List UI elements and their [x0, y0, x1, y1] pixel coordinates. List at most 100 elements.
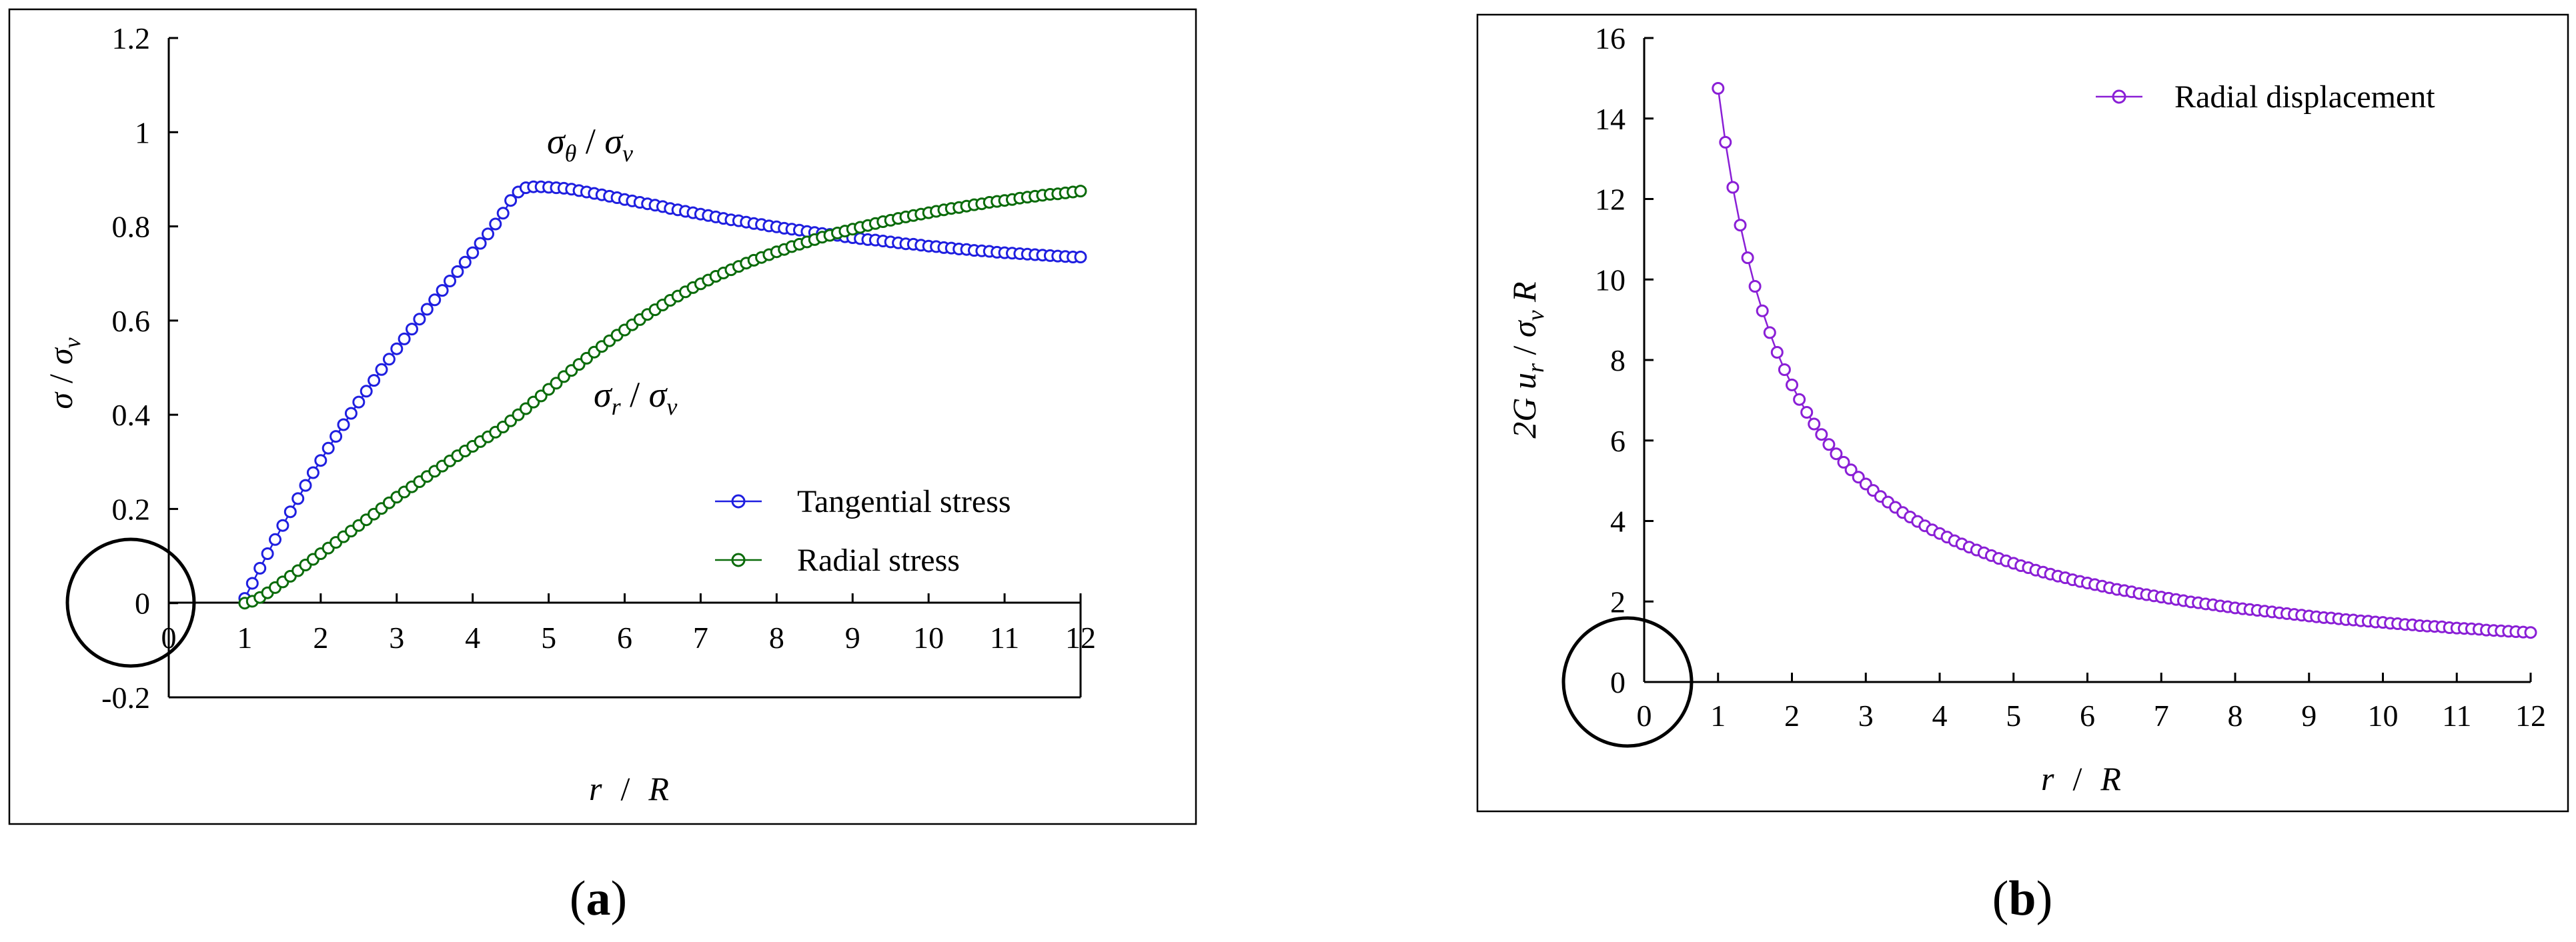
panel-label-a: (a)	[570, 871, 627, 926]
data-point-tangential-stress	[1074, 251, 1087, 263]
annot-r-sub2: v	[666, 393, 677, 420]
data-point-radial-displacement	[1748, 280, 1762, 293]
chart-a-x-tick-label: 9	[845, 621, 860, 655]
panel-a-open: (	[570, 871, 586, 926]
chart-b-x-tick-label: 11	[2442, 699, 2471, 733]
chart-a-x-ticks: 0 1 2 3 4 5 6 7 8 9 10 11 12	[161, 593, 1096, 655]
data-point-radial-displacement	[1830, 447, 1843, 461]
legend-marker-displacement	[2112, 89, 2126, 104]
data-point-radial-displacement	[1837, 455, 1850, 469]
panel-a-letter: a	[586, 871, 611, 926]
b-y-title-prefix: 2G u	[1505, 373, 1543, 439]
data-point-tangential-stress	[330, 430, 343, 443]
data-point-radial-displacement	[1822, 438, 1836, 451]
chart-a-y-tick-label: 0.6	[112, 304, 151, 338]
data-point-tangential-stress	[314, 454, 328, 467]
chart-b-plot-area	[1712, 82, 2537, 639]
legend-marker-tangential	[731, 494, 746, 509]
chart-b-x-tick-label: 9	[2301, 699, 2317, 733]
chart-b-y-tick-label: 8	[1610, 343, 1626, 377]
annot-theta-sigma: σ	[547, 121, 566, 161]
data-point-radial-displacement	[1793, 393, 1806, 406]
chart-b-y-ticks: 0 2 4 6 8 10 12 14 16	[1595, 21, 1654, 699]
chart-a-x-axis-title: r / R	[589, 770, 669, 807]
data-point-radial-displacement	[1763, 326, 1776, 339]
annotation-radial: σr / σv	[594, 375, 677, 420]
chart-a-x-tick-label: 5	[541, 621, 556, 655]
legend-marker-radial	[731, 553, 746, 567]
annot-theta-sub2: v	[622, 140, 633, 167]
annot-theta-sigma2: σ	[604, 121, 624, 161]
chart-a-y-tick-label: -0.2	[101, 681, 150, 715]
data-point-tangential-stress	[321, 441, 335, 455]
panel-b-open: (	[1992, 871, 2009, 926]
chart-a-plot-area	[238, 180, 1087, 610]
chart-a-y-axis-title: σ/σv	[42, 337, 85, 409]
data-point-tangential-stress	[489, 217, 502, 231]
data-point-radial-displacement	[1734, 219, 1747, 232]
chart-b-x-tick-label: 8	[2228, 699, 2243, 733]
chart-b-legend: Radial displacement	[2096, 79, 2435, 115]
b-x-title-sep: /	[2073, 760, 2082, 797]
panel-label-b: (b)	[1992, 871, 2052, 926]
data-point-tangential-stress	[337, 418, 350, 431]
data-point-radial-stress	[1074, 185, 1087, 198]
data-point-tangential-stress	[382, 353, 396, 366]
chart-b-x-tick-label: 6	[2080, 699, 2095, 733]
data-point-radial-displacement	[1719, 135, 1732, 149]
chart-a-x-tick-label: 7	[693, 621, 708, 655]
data-point-tangential-stress	[375, 363, 388, 376]
data-point-radial-displacement	[2524, 626, 2537, 639]
data-point-tangential-stress	[352, 395, 366, 409]
chart-a-y-tick-label: 1	[135, 115, 150, 149]
data-point-tangential-stress	[360, 385, 373, 398]
chart-b-x-tick-label: 5	[2006, 699, 2021, 733]
chart-b-x-axis-title: r / R	[2041, 760, 2121, 797]
data-point-tangential-stress	[306, 466, 319, 479]
chart-a-x-tick-label: 1	[237, 621, 252, 655]
chart-a-x-tick-label: 3	[389, 621, 404, 655]
b-x-title-r: r	[2041, 760, 2054, 797]
data-point-tangential-stress	[458, 255, 472, 269]
legend-label-tangential: Tangential stress	[797, 484, 1011, 519]
chart-a-x-tick-label: 8	[769, 621, 784, 655]
chart-a-y-tick-label: 1.2	[112, 21, 151, 55]
chart-a-x-tick-label: 6	[617, 621, 632, 655]
data-point-radial-displacement	[1741, 251, 1754, 265]
chart-b-y-tick-label: 0	[1610, 665, 1626, 699]
chart-b-frame	[1476, 13, 2569, 813]
data-point-radial-displacement	[1800, 406, 1814, 419]
annot-r-sub: r	[612, 393, 622, 420]
data-point-radial-displacement	[1712, 82, 1725, 95]
data-point-tangential-stress	[466, 246, 480, 259]
chart-a-x-tick-label: 2	[313, 621, 328, 655]
annotation-tangential: σθ / σv	[547, 121, 633, 167]
data-point-tangential-stress	[344, 407, 358, 420]
chart-b-x-tick-label: 4	[1932, 699, 1948, 733]
data-point-radial-displacement	[1844, 463, 1858, 477]
chart-a-x-tick-label: 0	[161, 621, 177, 655]
data-point-tangential-stress	[436, 284, 449, 297]
data-point-tangential-stress	[420, 303, 434, 316]
a-y-title-sub: v	[59, 337, 85, 348]
chart-a-y-tick-label: 0.4	[112, 398, 151, 432]
data-point-tangential-stress	[413, 313, 426, 326]
panel-a-close: )	[611, 871, 628, 926]
data-point-tangential-stress	[269, 533, 281, 546]
chart-a-x-tick-label: 11	[990, 621, 1019, 655]
chart-b-y-tick-label: 14	[1595, 102, 1626, 136]
data-point-tangential-stress	[428, 293, 442, 307]
data-point-tangential-stress	[245, 577, 259, 590]
a-y-title-sigma2: σ	[42, 347, 79, 365]
legend-item-radial: Radial stress	[715, 543, 960, 578]
annot-r-sigma: σ	[594, 375, 613, 415]
data-point-tangential-stress	[496, 207, 510, 220]
a-y-title-sigma: σ	[42, 391, 79, 409]
annot-theta-sep: /	[576, 121, 604, 161]
a-x-title-sep: /	[621, 770, 630, 807]
chart-b-y-tick-label: 16	[1595, 21, 1626, 55]
chart-b-x-tick-label: 1	[1710, 699, 1726, 733]
chart-b-x-tick-label: 3	[1858, 699, 1874, 733]
